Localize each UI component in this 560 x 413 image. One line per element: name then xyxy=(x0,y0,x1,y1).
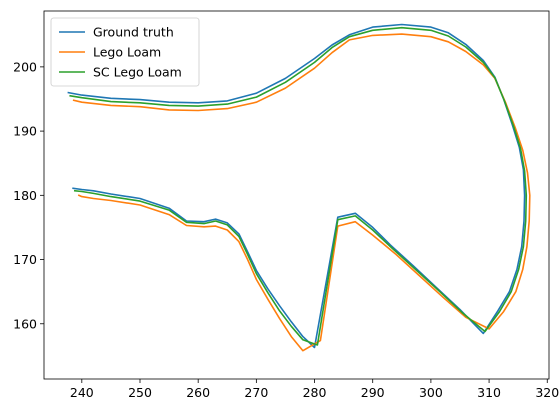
y-tick-label: 180 xyxy=(13,188,37,203)
y-tick-label: 160 xyxy=(13,316,37,331)
y-tick-label: 200 xyxy=(13,59,37,74)
ticks-layer: 240 250 260 270 280 290 300 310 320 160 170 180 190 2… xyxy=(13,59,559,400)
x-tick-label: 310 xyxy=(477,385,501,400)
legend-label: SC Lego Loam xyxy=(93,65,182,80)
x-tick-label: 280 xyxy=(303,385,327,400)
series-line-2 xyxy=(69,26,528,346)
y-tick-label: 170 xyxy=(13,252,37,267)
legend-box xyxy=(50,17,200,87)
x-tick-label: 270 xyxy=(244,385,268,400)
legend-label: Lego Loam xyxy=(93,45,161,60)
y-tick-label: 190 xyxy=(13,124,37,139)
series-line-1 xyxy=(72,33,531,352)
series-layer xyxy=(67,23,531,352)
series-line-0 xyxy=(67,23,526,349)
axes-frame xyxy=(43,10,550,380)
x-tick-label: 240 xyxy=(70,385,94,400)
x-tick-label: 290 xyxy=(361,385,385,400)
legend-label: Ground truth xyxy=(93,25,174,40)
x-tick-label: 320 xyxy=(535,385,559,400)
legend: Ground truth Lego Loam SC Lego Loam xyxy=(50,17,200,87)
x-tick-label: 260 xyxy=(186,385,210,400)
x-tick-label: 300 xyxy=(419,385,443,400)
x-tick-label: 250 xyxy=(128,385,152,400)
